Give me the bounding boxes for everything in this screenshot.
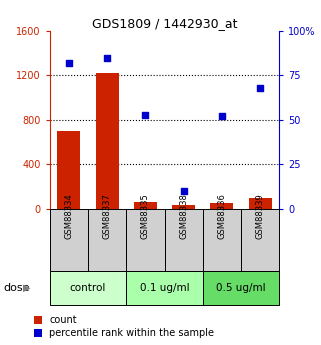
FancyBboxPatch shape xyxy=(50,271,126,305)
Point xyxy=(105,55,110,60)
Text: GSM88339: GSM88339 xyxy=(256,193,265,238)
Title: GDS1809 / 1442930_at: GDS1809 / 1442930_at xyxy=(92,17,237,30)
Point xyxy=(257,85,263,91)
Text: GSM88334: GSM88334 xyxy=(65,193,74,238)
Text: dose: dose xyxy=(3,283,30,293)
FancyBboxPatch shape xyxy=(164,209,203,271)
Text: GSM88335: GSM88335 xyxy=(141,193,150,238)
FancyBboxPatch shape xyxy=(203,271,279,305)
FancyBboxPatch shape xyxy=(126,209,164,271)
Point xyxy=(66,60,72,66)
Point xyxy=(143,112,148,117)
Text: control: control xyxy=(70,283,106,293)
Point xyxy=(181,188,186,194)
Bar xyxy=(134,202,157,209)
FancyBboxPatch shape xyxy=(203,209,241,271)
Text: GSM88337: GSM88337 xyxy=(103,193,112,238)
Text: ▶: ▶ xyxy=(23,283,30,293)
Text: GSM88338: GSM88338 xyxy=(179,193,188,238)
Bar xyxy=(96,73,118,209)
FancyBboxPatch shape xyxy=(126,271,203,305)
Bar xyxy=(249,198,272,209)
Text: GSM88336: GSM88336 xyxy=(217,193,226,238)
FancyBboxPatch shape xyxy=(241,209,279,271)
Bar xyxy=(211,203,233,209)
FancyBboxPatch shape xyxy=(88,209,126,271)
Bar xyxy=(172,205,195,209)
Legend: count, percentile rank within the sample: count, percentile rank within the sample xyxy=(34,315,214,338)
Text: 0.1 ug/ml: 0.1 ug/ml xyxy=(140,283,189,293)
Point xyxy=(219,114,224,119)
Text: 0.5 ug/ml: 0.5 ug/ml xyxy=(216,283,266,293)
FancyBboxPatch shape xyxy=(50,209,88,271)
Bar xyxy=(57,131,80,209)
